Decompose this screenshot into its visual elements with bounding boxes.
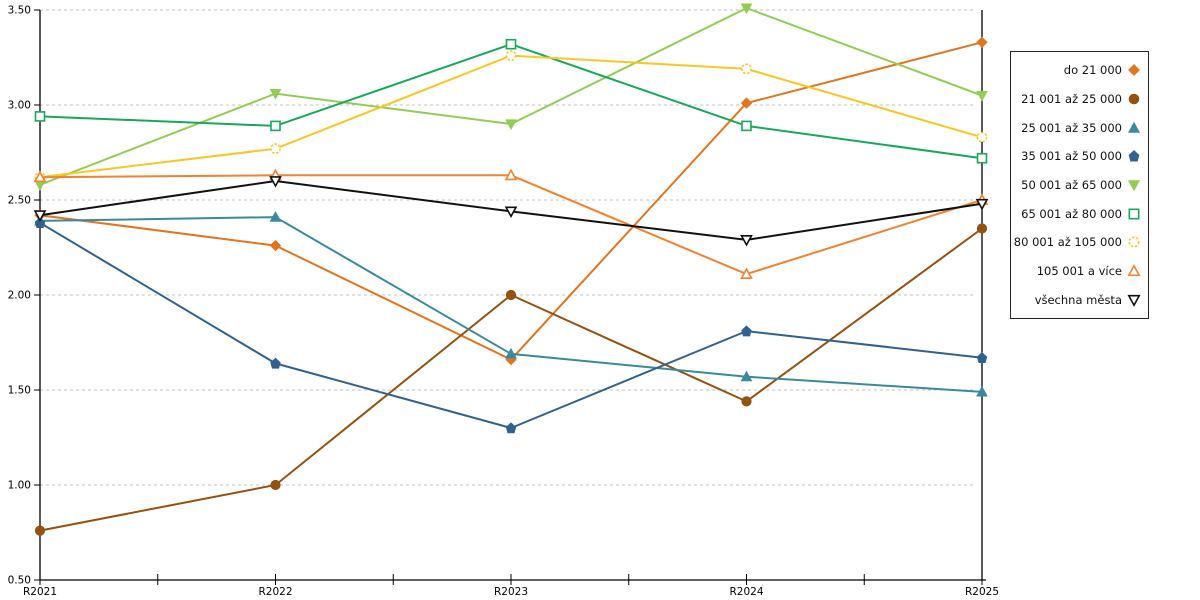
data-point-marker — [741, 396, 752, 407]
data-point-marker — [976, 223, 988, 234]
legend-item: 105 001 a více — [1011, 264, 1148, 278]
data-point-marker — [505, 50, 517, 61]
data-point-marker — [976, 385, 988, 397]
y-tick-label: 3.50 — [8, 5, 31, 17]
y-tick-label: 1.50 — [8, 385, 31, 397]
legend-item: 25 001 až 35 000 — [1011, 121, 1148, 135]
data-point-marker — [1127, 264, 1141, 276]
data-point-marker — [34, 525, 46, 536]
legend-item: 65 001 až 80 000 — [1011, 207, 1148, 221]
data-point-marker — [505, 289, 517, 301]
legend-marker-icon — [1127, 294, 1141, 307]
series-line-3 — [39, 221, 983, 430]
legend-marker-icon — [1127, 121, 1141, 133]
y-tick-label: 3.00 — [8, 100, 31, 112]
series-line-5 — [39, 43, 983, 160]
data-point-marker — [505, 119, 517, 131]
data-point-marker — [976, 90, 988, 102]
data-point-marker — [269, 211, 282, 222]
data-point-marker — [741, 63, 752, 75]
legend-item-label: 35 001 až 50 000 — [1021, 149, 1122, 164]
data-point-marker — [270, 357, 281, 369]
data-point-marker — [269, 176, 282, 188]
data-point-marker — [33, 210, 47, 222]
data-point-marker — [1128, 64, 1140, 77]
data-point-marker — [976, 352, 988, 363]
y-tick-label: 1.00 — [8, 480, 31, 492]
data-point-marker — [740, 235, 753, 247]
data-point-marker — [1127, 294, 1141, 307]
data-point-marker — [270, 479, 281, 491]
legend-item: 35 001 až 50 000 — [1011, 149, 1148, 163]
series-lines — [33, 3, 989, 536]
data-point-marker — [976, 152, 988, 164]
data-point-marker — [270, 143, 281, 155]
legend-item: do 21 000 — [1011, 63, 1148, 77]
data-point-marker — [505, 347, 517, 359]
data-point-marker — [1128, 93, 1140, 105]
data-point-marker — [741, 120, 752, 132]
y-tick-label: 0.50 — [8, 575, 31, 587]
x-tick-label: R2022 — [258, 586, 292, 598]
legend-marker-icon — [1128, 93, 1140, 105]
y-tick-label: 2.50 — [8, 195, 31, 207]
data-point-marker — [1127, 180, 1141, 192]
legend-marker-icon — [1128, 236, 1140, 248]
x-tick-label: R2024 — [729, 586, 763, 598]
axis-labels: 0.50 1.00 1.50 2.00 2.50 3.00 3.50 R2021 R2022 R2… — [8, 5, 999, 599]
legend-marker-icon — [1128, 64, 1140, 77]
data-point-marker — [269, 239, 282, 252]
legend-marker-icon — [1127, 264, 1141, 276]
data-point-marker — [505, 422, 517, 434]
data-point-marker — [740, 97, 753, 109]
legend-item: 50 001 až 65 000 — [1011, 178, 1148, 192]
data-point-marker — [741, 325, 752, 337]
legend-item: 21 001 až 25 000 — [1011, 92, 1148, 106]
legend-item-label: 105 001 a více — [1036, 263, 1122, 278]
legend-marker-icon — [1128, 208, 1140, 220]
legend-item-label: 80 001 až 105 000 — [1013, 235, 1122, 250]
data-point-marker — [1128, 236, 1140, 248]
data-point-marker — [1127, 121, 1141, 133]
data-point-marker — [505, 38, 517, 50]
data-point-marker — [1128, 150, 1140, 162]
data-point-marker — [269, 89, 282, 100]
x-tick-label: R2023 — [494, 586, 528, 598]
data-point-marker — [34, 111, 46, 122]
data-point-marker — [975, 198, 989, 211]
legend-item-label: všechna města — [1034, 292, 1122, 307]
data-point-marker — [740, 3, 753, 15]
axes — [34, 9, 986, 585]
series-line-2 — [39, 216, 983, 393]
data-point-marker — [34, 217, 46, 229]
legend-marker-icon — [1127, 180, 1141, 192]
series-line-0 — [39, 41, 983, 361]
x-tick-label: R2021 — [23, 586, 57, 598]
legend-item: všechna města — [1011, 293, 1148, 307]
data-point-marker — [504, 168, 518, 181]
data-point-marker — [740, 267, 753, 280]
legend-marker-icon — [1128, 150, 1140, 162]
data-point-marker — [976, 36, 988, 49]
legend-item-label: 21 001 až 25 000 — [1021, 91, 1122, 106]
legend-item-label: 50 001 až 65 000 — [1021, 177, 1122, 192]
legend-item-label: 65 001 až 80 000 — [1021, 206, 1122, 221]
legend-item-label: 25 001 až 35 000 — [1021, 120, 1122, 135]
legend: do 21 000 21 001 až 25 000 25 001 až 35 00… — [1010, 51, 1149, 319]
y-tick-label: 2.00 — [8, 290, 31, 302]
data-point-marker — [270, 120, 281, 132]
legend-item-label: do 21 000 — [1063, 63, 1122, 78]
data-point-marker — [740, 370, 753, 382]
data-point-marker — [976, 131, 988, 143]
series-line-6 — [39, 54, 983, 179]
data-point-marker — [33, 170, 47, 183]
x-tick-label: R2025 — [965, 586, 999, 598]
data-point-marker — [1128, 208, 1140, 220]
legend-item: 80 001 až 105 000 — [1011, 235, 1148, 249]
data-point-marker — [504, 206, 518, 219]
